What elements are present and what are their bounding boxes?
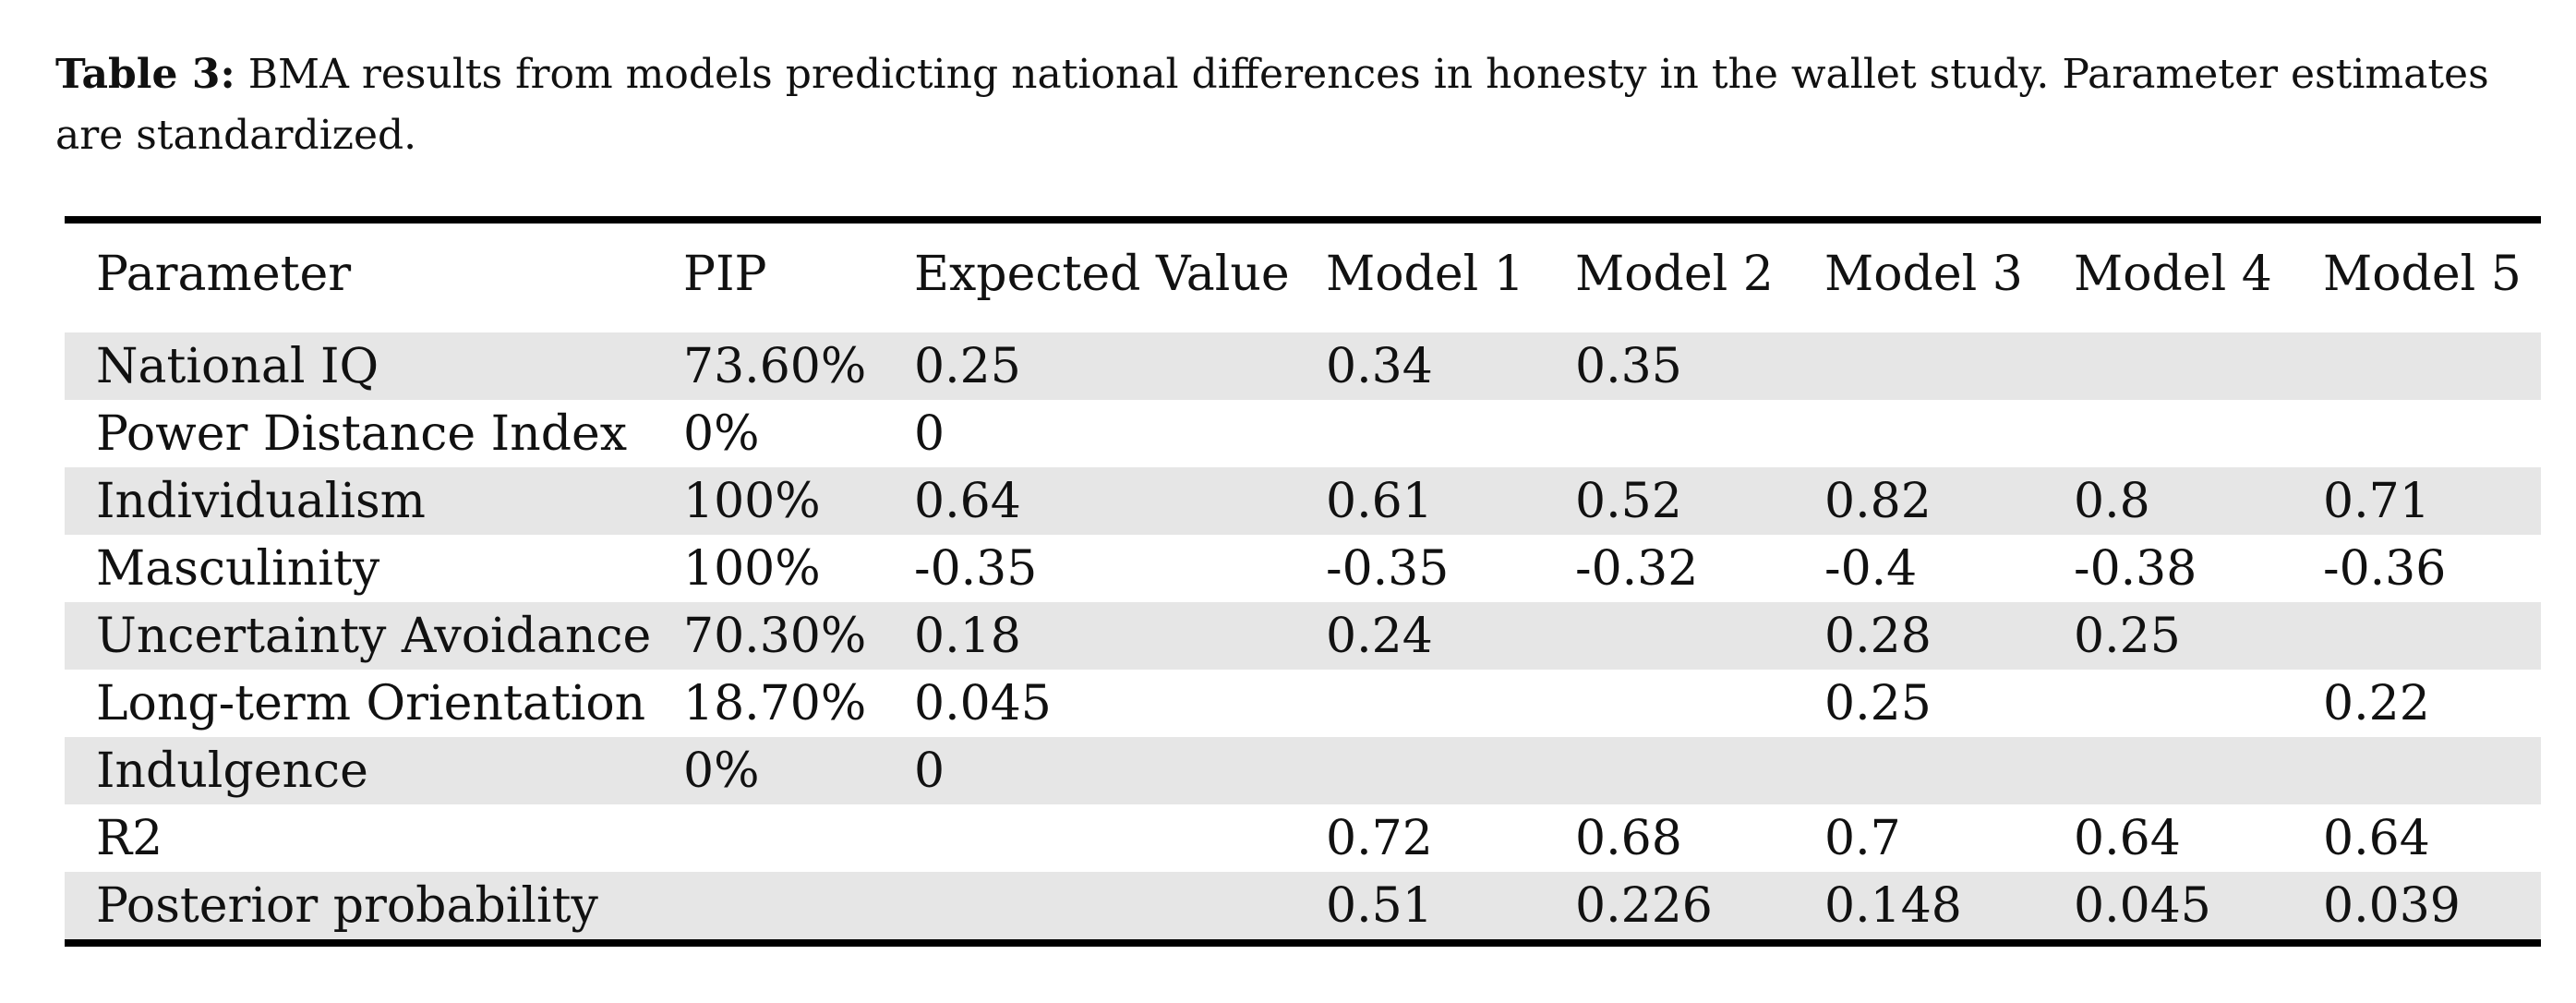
cell-expected-value: -0.35 [914,540,1038,597]
cell-parameter: Long-term Orientation [96,675,646,731]
cell-expected-value: 0 [883,737,1294,804]
cell-model-5: 0.039 [2292,872,2541,943]
cell-model-1 [1294,670,1544,737]
table-row: Posterior probability 0.51 0.226 0.148 0… [65,872,2541,943]
cell-parameter: R2 [96,810,163,866]
cell-model-3 [1793,400,2042,467]
cell-expected-value: 0 [914,405,945,462]
cell-model-3 [1793,325,2042,400]
cell-pip: 73.60% [652,325,883,400]
cell-expected-value [883,872,1294,943]
cell-pip: 0% [652,737,883,804]
cell-parameter: Uncertainty Avoidance [65,602,652,670]
cell-model-5: 0.71 [2292,467,2541,535]
cell-model-4 [2042,737,2292,804]
cell-parameter: Indulgence [65,737,652,804]
cell-parameter: Posterior probability [65,872,652,943]
table-header: Parameter PIP Expected Value Model 1 Mod… [65,220,2541,329]
cell-model-1: 0.51 [1294,872,1544,943]
cell-model-4 [2042,325,2292,400]
cell-model-4: 0.8 [2042,467,2292,535]
cell-model-4 [2042,400,2292,467]
cell-model-4: -0.38 [2074,540,2197,597]
cell-parameter: Power Distance Index [96,405,628,462]
cell-model-1: 0.34 [1294,325,1544,400]
cell-model-5 [2292,400,2541,467]
cell-parameter: Masculinity [96,540,380,597]
cell-model-2 [1544,400,1793,467]
table-body: National IQ 73.60% 0.25 0.34 0.35 Power … [65,325,2541,943]
cell-model-2 [1544,737,1793,804]
header-parameter: Parameter [96,247,352,302]
cell-model-3: 0.28 [1793,602,2042,670]
header-model-3: Model 3 [1824,247,2023,302]
cell-model-4: 0.64 [2074,810,2181,866]
cell-parameter: Individualism [65,467,652,535]
cell-expected-value: 0.64 [883,467,1294,535]
cell-model-1 [1294,400,1544,467]
cell-pip: 70.30% [652,602,883,670]
cell-expected-value: 0.25 [883,325,1294,400]
cell-model-1 [1294,737,1544,804]
cell-model-5 [2292,602,2541,670]
results-table: Parameter PIP Expected Value Model 1 Mod… [65,216,2541,947]
table-row: R2 0.72 0.68 0.7 0.64 0.64 [65,804,2541,872]
cell-expected-value [883,804,1294,872]
cell-model-5: -0.36 [2323,540,2447,597]
cell-model-2 [1544,602,1793,670]
cell-model-1: -0.35 [1326,540,1450,597]
cell-pip: 100% [652,467,883,535]
header-expected-value: Expected Value [914,247,1290,302]
cell-model-5 [2292,737,2541,804]
header-model-5: Model 5 [2323,247,2522,302]
cell-model-3 [1793,737,2042,804]
cell-model-1: 0.72 [1326,810,1433,866]
cell-model-2: 0.35 [1544,325,1793,400]
cell-model-4: 0.045 [2042,872,2292,943]
cell-model-3: -0.4 [1824,540,1918,597]
results-table-container: Parameter PIP Expected Value Model 1 Mod… [65,216,2541,947]
cell-expected-value: 0.18 [883,602,1294,670]
cell-model-3: 0.148 [1793,872,2042,943]
header-model-2: Model 2 [1575,247,1774,302]
cell-model-4: 0.25 [2042,602,2292,670]
cell-model-2: 0.226 [1544,872,1793,943]
cell-parameter: National IQ [65,325,652,400]
cell-model-2: 0.68 [1575,810,1682,866]
header-model-1: Model 1 [1326,247,1524,302]
cell-pip: 100% [683,540,821,597]
cell-model-4 [2042,670,2292,737]
table-caption: Table 3: BMA results from models predict… [55,44,2548,166]
cell-model-2: -0.32 [1575,540,1699,597]
caption-label: Table 3: [55,51,235,98]
table-row: Uncertainty Avoidance 70.30% 0.18 0.24 0… [65,602,2541,670]
header-model-4: Model 4 [2074,247,2272,302]
table-row: Long-term Orientation 18.70% 0.045 0.25 … [65,670,2541,737]
cell-model-1: 0.24 [1294,602,1544,670]
cell-model-3: 0.7 [1824,810,1901,866]
table-row: Power Distance Index 0% 0 [65,400,2541,467]
table-row: Indulgence 0% 0 [65,737,2541,804]
cell-model-2: 0.52 [1544,467,1793,535]
table-row: Individualism 100% 0.64 0.61 0.52 0.82 0… [65,467,2541,535]
cell-model-5 [2292,325,2541,400]
cell-pip: 0% [683,405,760,462]
cell-model-3: 0.82 [1793,467,2042,535]
cell-expected-value: 0.045 [914,675,1052,731]
cell-pip [652,872,883,943]
cell-model-2 [1544,670,1793,737]
header-row: Parameter PIP Expected Value Model 1 Mod… [65,220,2541,329]
cell-pip [652,804,883,872]
table-row: Masculinity 100% -0.35 -0.35 -0.32 -0.4 … [65,535,2541,602]
cell-model-5: 0.22 [2323,675,2430,731]
cell-model-5: 0.64 [2323,810,2430,866]
caption-text: BMA results from models predicting natio… [55,51,2489,159]
header-pip: PIP [683,247,767,302]
table-row: National IQ 73.60% 0.25 0.34 0.35 [65,325,2541,400]
cell-model-1: 0.61 [1294,467,1544,535]
cell-model-3: 0.25 [1824,675,1932,731]
cell-pip: 18.70% [683,675,867,731]
